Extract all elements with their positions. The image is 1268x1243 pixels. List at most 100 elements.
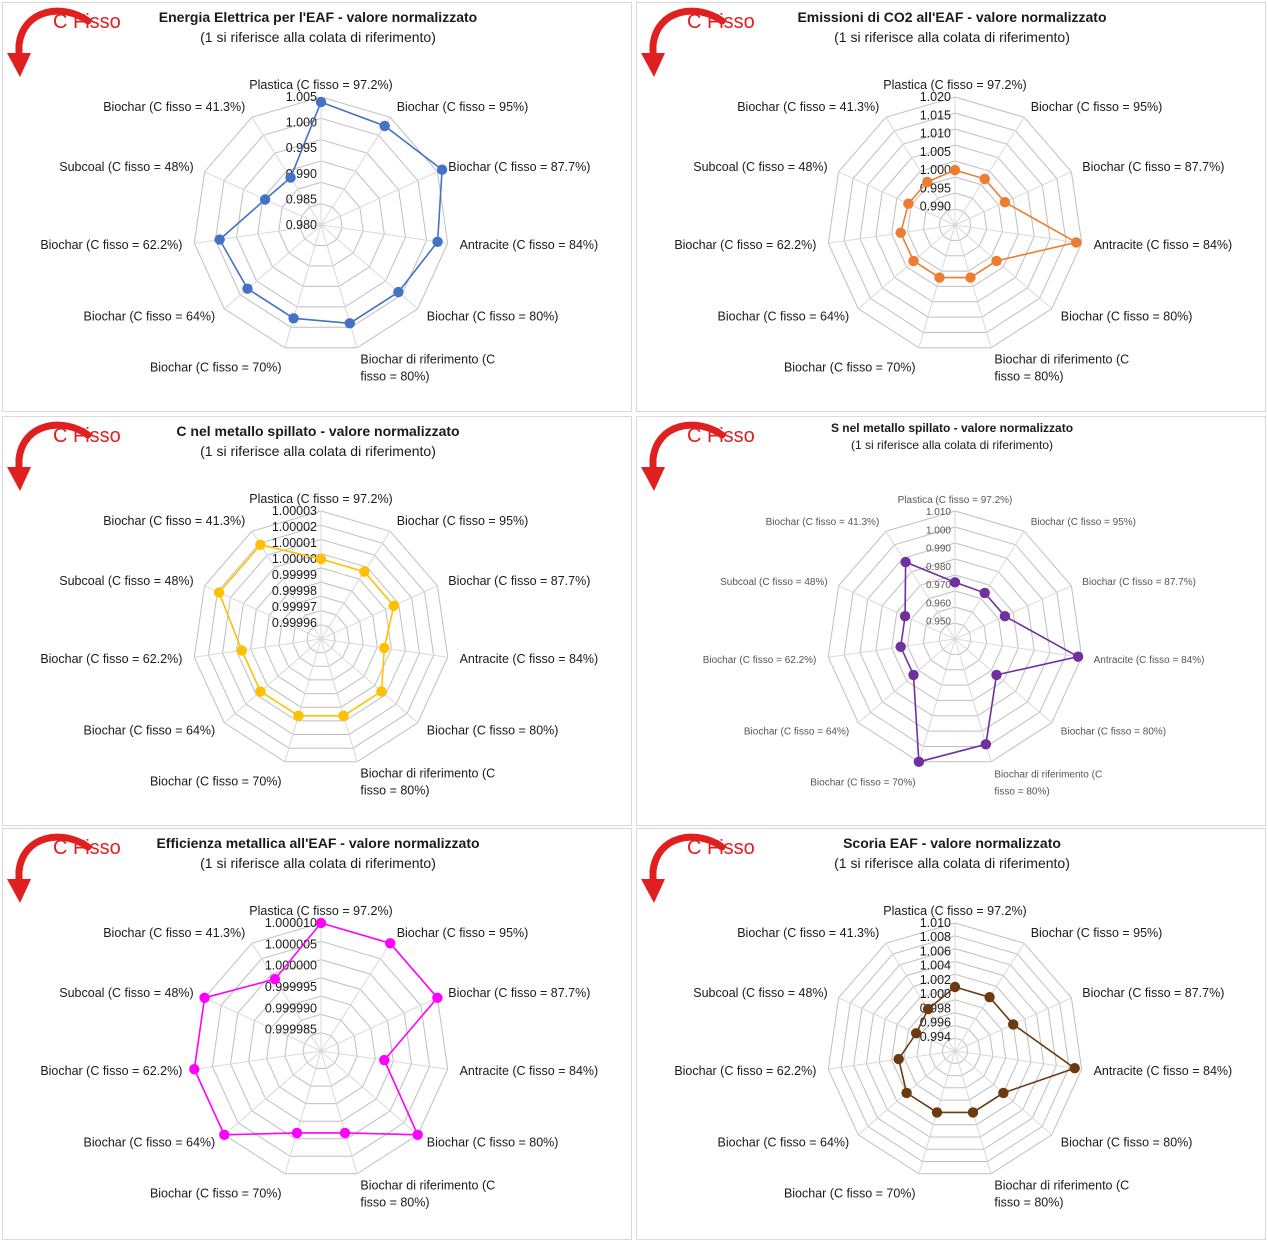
grid-spoke [918, 638, 956, 762]
data-point [242, 283, 253, 294]
chart-panel-co2: 0.990 0.995 1.000 1.005 1.010 1.015 1.020 Plast… [636, 2, 1266, 412]
data-point [893, 1053, 904, 1065]
grid-ring [938, 622, 972, 655]
category-label: Biochar (C fisso = 95%) [397, 100, 529, 114]
radar-chart-carbonio: 0.99996 0.99997 0.99998 0.99999 1.00000 1.000… [40, 492, 598, 797]
axis-tick-label: 1.010 [920, 916, 951, 930]
category-label: Plastica (C fisso = 97.2%) [249, 492, 392, 506]
data-point [895, 227, 906, 238]
data-point [998, 1087, 1009, 1099]
data-point [979, 587, 990, 599]
data-point [984, 992, 995, 1003]
grid-spoke [954, 1050, 1082, 1070]
axis-tick-label: 0.950 [926, 617, 951, 628]
chart-title: Efficienza metallica all'EAF - valore no… [156, 835, 480, 851]
data-point [991, 669, 1002, 681]
radar-chart-co2: 0.9900.9951.0001.0051.0101.0151.020Plast… [674, 78, 1233, 383]
data-point [376, 686, 387, 697]
data-point [291, 1127, 303, 1139]
axis-tick-label: 1.004 [920, 959, 951, 973]
category-label: Biochar (C fisso = 41.3%) [766, 517, 880, 528]
data-point [922, 176, 933, 188]
grid-ring [859, 542, 1051, 732]
axis-tick-label: 0.960 [926, 598, 951, 609]
grid-ring [853, 948, 1057, 1150]
data-point [1071, 237, 1082, 248]
data-point [236, 645, 247, 656]
data-point [922, 1003, 934, 1015]
axis-tick-label: 0.980 [926, 562, 951, 573]
axis-tick-label: 1.010 [926, 507, 951, 518]
data-point [339, 1127, 351, 1139]
axis-tick-label: 0.995 [286, 141, 317, 155]
grid-spoke [828, 1050, 956, 1070]
grid-spoke [320, 531, 391, 640]
data-point [949, 981, 961, 993]
category-label: Biochar (C fisso = 87.7%) [448, 574, 590, 588]
data-point [901, 1087, 912, 1099]
axis-tick-label: 1.00001 [272, 536, 317, 550]
axis-tick-label: 0.999990 [265, 1001, 317, 1015]
data-point [379, 1054, 390, 1066]
category-label: Biochar (C fisso = 95%) [1031, 926, 1163, 940]
chart-panel-carbonio: 0.99996 0.99997 0.99998 0.99999 1.00000 1.000… [2, 416, 632, 826]
radar-chart-zolfo: 0.950 0.960 0.970 0.980 0.990 1.000 1.010Plast… [703, 495, 1205, 797]
axis-tick-label: 1.005 [286, 90, 317, 104]
grid-ring [302, 1032, 340, 1069]
grid-ring [248, 977, 394, 1122]
chart-title: Energia Elettrica per l'EAF - valore nor… [158, 9, 478, 25]
category-label: Biochar (C fisso = 80%) [427, 1136, 559, 1150]
grid-spoke [828, 224, 956, 244]
category-label: Biochar (C fisso = 64%) [718, 310, 850, 324]
data-point [931, 1107, 943, 1118]
category-label: Biochar (C fisso = 70%) [784, 1186, 916, 1200]
category-label: Antracite (C fisso = 84%) [1094, 238, 1233, 252]
grid-spoke [320, 585, 438, 640]
data-point [949, 164, 961, 176]
category-label: Biochar (C fisso = 70%) [150, 360, 282, 374]
grid-ring [938, 208, 972, 241]
data-point [385, 938, 396, 949]
grid-spoke [954, 638, 1053, 724]
grid-ring [299, 203, 343, 246]
grid-ring [906, 590, 1004, 686]
category-label: Biochar (C fisso = 80%) [427, 310, 559, 324]
grid-spoke [954, 171, 1072, 226]
category-label: Antracite (C fisso = 84%) [460, 1064, 599, 1078]
axis-tick-label: 0.990 [920, 200, 951, 214]
category-label: Subcoal (C fisso = 48%) [720, 577, 828, 588]
data-point [344, 318, 355, 329]
category-label: Antracite (C fisso = 84%) [1094, 655, 1205, 666]
grid-spoke [954, 585, 1072, 640]
data-point [315, 553, 327, 565]
category-label: Biochar (C fisso = 41.3%) [103, 100, 245, 114]
axis-tick-label: 0.980 [286, 218, 317, 232]
grid-spoke [838, 997, 956, 1052]
data-point [213, 587, 225, 598]
category-label: Biochar (C fisso = 87.7%) [448, 160, 590, 174]
category-label: Biochar (C fisso = 70%) [150, 1186, 282, 1200]
grid-spoke [320, 224, 419, 310]
category-label: Biochar (C fisso = 41.3%) [103, 926, 245, 940]
radar-chart-scoria: 0.9940.9960.9981.0001.0021.0041.0061.008… [674, 904, 1232, 1209]
data-point [189, 1064, 200, 1075]
category-label: Biochar (C fisso = 62.2%) [40, 238, 182, 252]
category-label: Biochar (C fisso = 62.2%) [40, 652, 182, 666]
data-point [895, 641, 906, 652]
category-label: Biochar (C fisso = 95%) [1031, 100, 1163, 114]
grid-ring [903, 999, 1007, 1101]
grid-ring [827, 96, 1083, 349]
axis-tick-label: 0.99999 [272, 568, 317, 582]
grid-ring [278, 595, 364, 681]
category-label: Plastica (C fisso = 97.2%) [249, 904, 392, 918]
grid-spoke [954, 638, 1082, 658]
data-point [285, 172, 296, 183]
axis-tick-label: 1.006 [920, 944, 951, 958]
data-point [1072, 651, 1084, 662]
data-point [913, 756, 925, 767]
grid-ring [221, 538, 421, 735]
chart-subtitle: (1 si riferisce alla colata di riferimen… [834, 29, 1070, 45]
rotation-arrow-icon [641, 7, 726, 77]
category-label: Plastica (C fisso = 97.2%) [883, 78, 1026, 92]
radar-chart-efficienza: 0.999985 0.999990 0.999995 1.000000 1.000005… [40, 904, 599, 1209]
